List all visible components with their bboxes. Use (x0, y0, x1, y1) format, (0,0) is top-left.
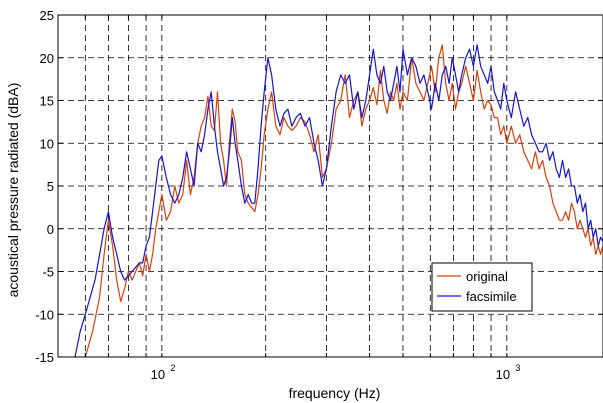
y-tick-label: 15 (40, 94, 54, 109)
legend-box (431, 262, 533, 312)
x-tick-label-exponent: 2 (170, 363, 175, 373)
axis-ticks: -15 -10 -5 0 5 10 15 20 25 10 2 10 3 (35, 8, 603, 382)
legend-label-facsimile: facsimile (466, 289, 517, 304)
y-tick-label: -15 (35, 350, 54, 365)
series-lines (74, 44, 603, 357)
y-tick-label: 25 (40, 8, 54, 23)
y-tick-label: 5 (47, 179, 54, 194)
grid (58, 15, 603, 357)
y-tick-label: -10 (35, 307, 54, 322)
y-tick-label: 0 (47, 222, 54, 237)
y-tick-label: 10 (40, 136, 54, 151)
y-tick-label: 20 (40, 51, 54, 66)
legend: original facsimile (431, 262, 533, 312)
x-tick-label: 10 (496, 367, 510, 382)
series-line-original (84, 44, 603, 357)
x-tick-label: 10 (151, 367, 165, 382)
y-axis-label: acoustical pressure radiated (dBA) (5, 83, 21, 298)
y-tick-label: -5 (42, 265, 54, 280)
x-tick-label-exponent: 3 (515, 363, 520, 373)
x-axis-label: frequency (Hz) (289, 385, 381, 401)
series-line-facsimile (74, 44, 603, 357)
legend-label-original: original (466, 269, 508, 284)
